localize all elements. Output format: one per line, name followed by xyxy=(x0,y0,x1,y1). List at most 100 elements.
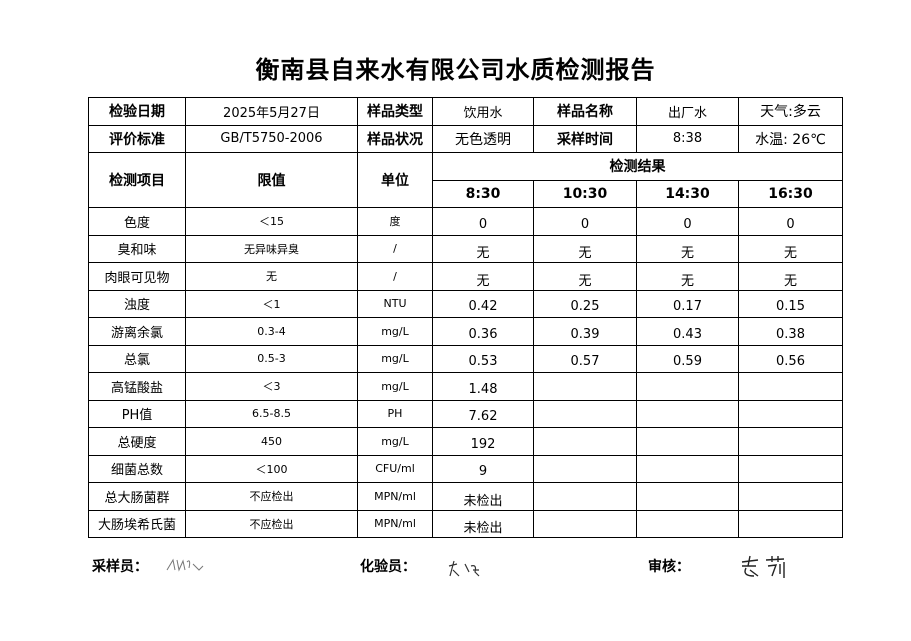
item-cell: 总氯 xyxy=(88,344,186,373)
result-cell: 无 xyxy=(738,262,843,291)
result-cell xyxy=(738,454,843,483)
item-cell: 游离余氯 xyxy=(88,317,186,346)
result-cell xyxy=(738,509,843,538)
result-cell: 0.25 xyxy=(533,289,637,318)
table-row: 浊度 ＜1 NTU 0.42 0.25 0.17 0.15 xyxy=(88,289,843,318)
item-cell: 高锰酸盐 xyxy=(88,372,186,401)
time-header: 8:30 xyxy=(432,179,534,208)
unit-cell: mg/L xyxy=(357,344,433,373)
item-cell: 臭和味 xyxy=(88,234,186,263)
limit-cell: 0.5-3 xyxy=(185,344,358,373)
result-cell xyxy=(738,427,843,456)
result-cell: 未检出 xyxy=(432,509,534,538)
result-cell xyxy=(636,372,739,401)
item-cell: 浊度 xyxy=(88,289,186,318)
table-row: 总硬度 450 mg/L 192 xyxy=(88,427,843,456)
unit-cell: MPN/ml xyxy=(357,482,433,511)
result-cell xyxy=(738,372,843,401)
result-cell xyxy=(533,509,637,538)
limit-header: 限值 xyxy=(185,152,358,208)
result-cell xyxy=(738,399,843,428)
result-cell xyxy=(533,482,637,511)
item-cell: 肉眼可见物 xyxy=(88,262,186,291)
result-cell: 0 xyxy=(738,207,843,236)
unit-cell: / xyxy=(357,262,433,291)
result-cell xyxy=(738,482,843,511)
info-row-2: 评价标准 GB/T5750-2006 样品状况 无色透明 采样时间 8:38 水… xyxy=(88,124,843,153)
table-row: 细菌总数 ＜100 CFU/ml 9 xyxy=(88,454,843,483)
result-cell: 无 xyxy=(533,262,637,291)
result-cell: 0 xyxy=(533,207,637,236)
result-cell: 0.39 xyxy=(533,317,637,346)
unit-cell: mg/L xyxy=(357,317,433,346)
unit-cell: mg/L xyxy=(357,372,433,401)
unit-header: 单位 xyxy=(357,152,433,208)
item-header: 检测项目 xyxy=(88,152,186,208)
table-row: PH值 6.5-8.5 PH 7.62 xyxy=(88,399,843,428)
result-cell xyxy=(533,454,637,483)
tester-signature xyxy=(448,560,480,577)
sampler-label: 采样员： xyxy=(92,559,148,575)
result-cell: 无 xyxy=(738,234,843,263)
result-cell: 无 xyxy=(636,234,739,263)
result-cell xyxy=(533,427,637,456)
table-row: 大肠埃希氏菌 不应检出 MPN/ml 未检出 xyxy=(88,509,843,538)
result-cell: 9 xyxy=(432,454,534,483)
result-cell: 0 xyxy=(432,207,534,236)
time-value: 8:38 xyxy=(636,124,739,153)
result-cell: 无 xyxy=(533,234,637,263)
type-value: 饮用水 xyxy=(432,97,534,126)
result-cell xyxy=(636,509,739,538)
result-cell: 无 xyxy=(636,262,739,291)
unit-cell: 度 xyxy=(357,207,433,236)
item-cell: 总硬度 xyxy=(88,427,186,456)
result-cell xyxy=(636,427,739,456)
result-cell: 0.42 xyxy=(432,289,534,318)
result-cell: 7.62 xyxy=(432,399,534,428)
limit-cell: 不应检出 xyxy=(185,509,358,538)
table-row: 总氯 0.5-3 mg/L 0.53 0.57 0.59 0.56 xyxy=(88,344,843,373)
time-label: 采样时间 xyxy=(533,124,637,153)
result-cell: 192 xyxy=(432,427,534,456)
time-header-row: 8:30 10:30 14:30 16:30 xyxy=(89,179,843,208)
item-cell: PH值 xyxy=(88,399,186,428)
limit-cell: 6.5-8.5 xyxy=(185,399,358,428)
result-cell: 无 xyxy=(432,262,534,291)
time-header: 14:30 xyxy=(636,179,739,208)
result-cell: 0.38 xyxy=(738,317,843,346)
unit-cell: MPN/ml xyxy=(357,509,433,538)
standard-value: GB/T5750-2006 xyxy=(185,124,358,153)
item-cell: 色度 xyxy=(88,207,186,236)
tester-label: 化验员： xyxy=(360,559,416,575)
item-cell: 总大肠菌群 xyxy=(88,482,186,511)
reviewer-signature xyxy=(741,555,785,578)
unit-cell: CFU/ml xyxy=(357,454,433,483)
limit-cell: 0.3-4 xyxy=(185,317,358,346)
limit-cell: ＜1 xyxy=(185,289,358,318)
result-cell xyxy=(636,454,739,483)
result-cell: 0.53 xyxy=(432,344,534,373)
unit-cell: NTU xyxy=(357,289,433,318)
name-label: 样品名称 xyxy=(533,97,637,126)
results-header: 检测结果 xyxy=(432,152,843,181)
limit-cell: ＜3 xyxy=(185,372,358,401)
unit-cell: / xyxy=(357,234,433,263)
name-value: 出厂水 xyxy=(636,97,739,126)
limit-cell: 450 xyxy=(185,427,358,456)
type-label: 样品类型 xyxy=(357,97,433,126)
result-cell: 0 xyxy=(636,207,739,236)
limit-cell: ＜15 xyxy=(185,207,358,236)
table-row: 色度 ＜15 度 0 0 0 0 xyxy=(88,207,843,236)
result-cell xyxy=(533,372,637,401)
info-row-1: 检验日期 2025年5月27日 样品类型 饮用水 样品名称 出厂水 天气:多云 xyxy=(88,97,843,126)
result-cell: 无 xyxy=(432,234,534,263)
date-value: 2025年5月27日 xyxy=(185,97,358,126)
limit-cell: ＜100 xyxy=(185,454,358,483)
header-row: 检测项目 限值 单位 检测结果 xyxy=(88,152,843,208)
unit-cell: PH xyxy=(357,399,433,428)
result-cell: 未检出 xyxy=(432,482,534,511)
result-cell: 0.36 xyxy=(432,317,534,346)
report-title: 衡南县自来水有限公司水质检测报告 xyxy=(255,56,656,84)
table-row: 臭和味 无异味异臭 / 无无无无 xyxy=(88,234,843,263)
result-cell xyxy=(533,399,637,428)
